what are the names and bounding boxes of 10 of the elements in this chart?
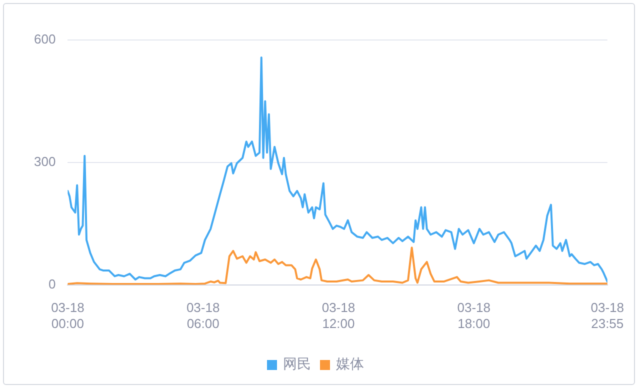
x-tick-label: 03-18 00:00 <box>51 300 84 331</box>
x-tick-label: 03-18 23:55 <box>590 300 624 331</box>
y-tick-label: 300 <box>34 154 56 169</box>
legend-label: 网民 <box>283 356 311 373</box>
legend-label: 媒体 <box>336 356 364 373</box>
x-tick-label: 03-18 18:00 <box>457 300 490 331</box>
y-tick-label: 0 <box>48 276 56 292</box>
x-tick-label: 03-18 12:00 <box>322 300 356 331</box>
y-tick-label: 600 <box>34 32 56 47</box>
x-tick-label: 03-18 06:00 <box>186 300 220 331</box>
